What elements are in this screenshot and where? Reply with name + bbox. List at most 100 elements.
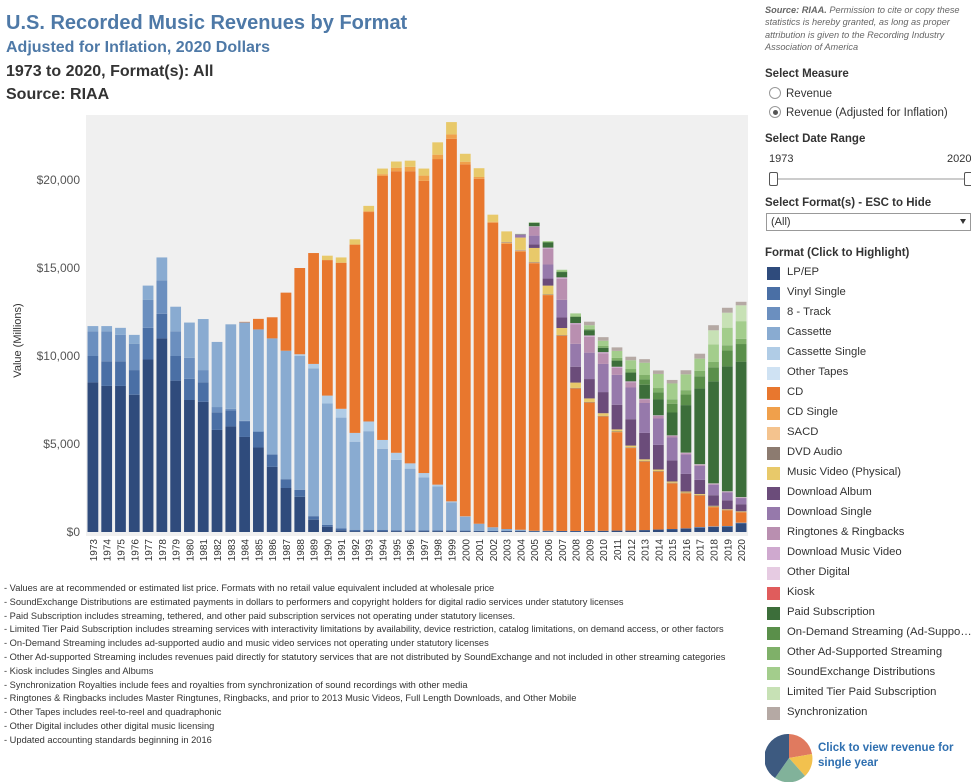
bar-segment (694, 464, 706, 466)
bar-segment (694, 464, 706, 465)
bar-segment (584, 325, 595, 329)
format-select-dropdown[interactable]: (All) (766, 213, 971, 231)
legend-label: LP/EP (787, 266, 820, 278)
x-tick-label: 2001 (475, 539, 486, 562)
bar-segment (666, 435, 678, 436)
bar-segment (735, 497, 747, 498)
bar-segment (625, 372, 637, 382)
bar-segment (597, 337, 609, 341)
pie-chart-icon[interactable] (765, 734, 813, 782)
bar-segment (708, 526, 719, 532)
bar-segment (597, 345, 609, 348)
format-select-label: Select Format(s) - ESC to Hide (765, 197, 932, 209)
legend-swatch (767, 587, 780, 600)
bar-segment (404, 531, 416, 532)
bar-segment (708, 344, 719, 362)
bar-segment (597, 363, 609, 393)
bar-segment (625, 447, 637, 448)
bar-segment (197, 370, 209, 383)
footnote-line: - SoundExchange Distributions are estima… (4, 596, 624, 607)
x-tick-label: 2010 (599, 539, 610, 562)
bar-segment (556, 531, 568, 532)
y-axis-label: Value (Millions) (12, 303, 24, 377)
bar-segment (542, 247, 554, 249)
single-year-link[interactable]: Click to view revenue for single year (818, 742, 954, 769)
bar-segment (418, 477, 430, 531)
legend-swatch (767, 667, 780, 680)
bar-segment (432, 531, 444, 532)
bar-segment (156, 338, 168, 532)
date-slider-track[interactable] (774, 178, 971, 180)
bar-segment (611, 366, 623, 368)
bar-segment (735, 504, 747, 512)
bar-segment (515, 529, 526, 531)
bar-segment (625, 445, 637, 448)
radio-revenue[interactable]: Revenue (769, 87, 832, 100)
bar-segment (515, 250, 526, 252)
bar-segment (197, 319, 209, 371)
y-tick-label: $15,000 (37, 261, 81, 275)
bar-segment (390, 452, 402, 460)
bar-segment (170, 380, 182, 532)
x-tick-label: 2009 (585, 539, 596, 562)
bar-segment (694, 527, 706, 532)
bar-segment (666, 482, 678, 484)
bar-segment (211, 341, 223, 408)
bar-segment (625, 382, 637, 388)
legend-swatch (767, 487, 780, 500)
bar-segment (639, 460, 650, 462)
range-line: 1973 to 2020, Format(s): All (6, 63, 214, 80)
bar-segment (528, 531, 540, 532)
bar-segment (694, 358, 706, 371)
bar-segment (515, 250, 526, 251)
bar-segment (294, 356, 306, 490)
date-slider-end-handle[interactable] (964, 172, 971, 186)
stacked-bar-chart[interactable]: $0 $5,000 $10,000 $15,000 $20,000 Value (Mill… (0, 105, 752, 575)
chevron-down-icon (960, 219, 966, 224)
date-slider-start-handle[interactable] (769, 172, 778, 186)
bar-segment (639, 398, 650, 400)
legend-label: Download Music Video (787, 546, 902, 558)
bar-segment (597, 416, 609, 531)
x-tick-label: 1988 (296, 539, 307, 562)
bar-segment (652, 388, 664, 393)
bar-segment (584, 328, 595, 331)
bar-segment (211, 412, 223, 430)
radio-revenue-adjusted[interactable]: Revenue (Adjusted for Inflation) (769, 106, 948, 119)
legend-swatch (767, 467, 780, 480)
bar-segment (611, 432, 623, 531)
bar-segment (87, 326, 99, 332)
bar-segment (335, 528, 347, 531)
bar-segment (680, 390, 692, 395)
bar-segment (432, 154, 444, 160)
bar-segment (308, 516, 319, 520)
radio-circle[interactable] (769, 87, 781, 99)
bar-segment (556, 299, 568, 318)
x-tick-label: 1984 (241, 539, 252, 562)
legend-label: Other Digital (787, 566, 850, 578)
bar-segment (735, 301, 747, 306)
bar-segment (211, 407, 223, 413)
x-tick-label: 1983 (227, 539, 238, 562)
bar-segment (473, 523, 485, 531)
bar-segment (515, 251, 526, 530)
bar-segment (390, 459, 402, 531)
bar-segment (721, 510, 733, 527)
footnote-line: - Synchronization Royalties include fees… (4, 679, 468, 690)
bar-segment (377, 175, 388, 440)
bar-segment (308, 253, 319, 364)
bar-segment (556, 328, 568, 336)
footnote-line: - On-Demand Streaming includes ad-suppor… (4, 638, 489, 649)
legend-label: Paid Subscription (787, 606, 875, 618)
legend-swatch (767, 387, 780, 400)
bar-segment (487, 527, 499, 531)
bar-segment (528, 235, 540, 245)
bar-segment (639, 530, 650, 531)
legend-label: CD (787, 386, 804, 398)
bar-segment (721, 345, 733, 351)
bar-segment (708, 483, 719, 485)
bar-segment (404, 530, 416, 532)
radio-circle-selected[interactable] (769, 106, 781, 118)
bar-segment (515, 237, 526, 250)
bar-segment (639, 459, 650, 461)
